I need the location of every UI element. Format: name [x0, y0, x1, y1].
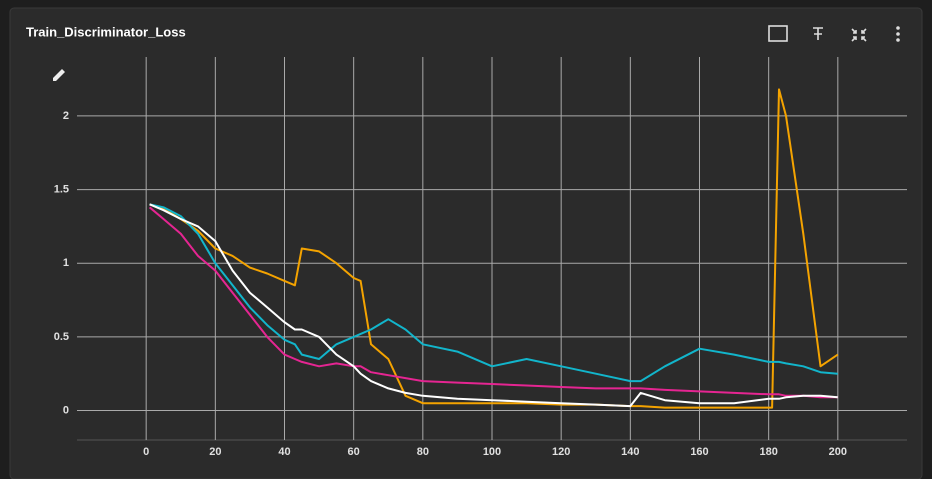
- x-tick-label: 160: [690, 446, 708, 458]
- collapse-icon[interactable]: [851, 28, 867, 42]
- chart-title: Train_Discriminator_Loss: [26, 24, 186, 39]
- pin-icon[interactable]: [813, 27, 823, 40]
- edit-icon[interactable]: [53, 69, 65, 81]
- fit-icon[interactable]: [768, 25, 788, 42]
- x-tick-label: 0: [143, 446, 149, 458]
- y-tick-label: 2: [63, 110, 69, 122]
- x-tick-label: 20: [209, 446, 221, 458]
- series-line: [148, 206, 838, 399]
- y-tick-label: 1: [63, 257, 69, 269]
- y-tick-label: 0: [63, 404, 69, 416]
- x-tick-label: 80: [417, 446, 429, 458]
- menu-icon[interactable]: [896, 26, 900, 42]
- x-tick-label: 100: [483, 446, 501, 458]
- card: [9, 7, 923, 479]
- x-tick-label: 60: [348, 446, 360, 458]
- x-tick-label: 180: [759, 446, 777, 458]
- series-line: [149, 203, 838, 408]
- series-line: [149, 88, 839, 409]
- x-tick-label: 40: [278, 446, 290, 458]
- y-tick-label: 1.5: [54, 183, 69, 195]
- x-tick-label: 140: [621, 446, 639, 458]
- y-tick-label: 0.5: [54, 331, 69, 343]
- series-line: [149, 203, 838, 383]
- x-tick-label: 120: [552, 446, 570, 458]
- x-tick-label: 200: [829, 446, 847, 458]
- toolbar[interactable]: [53, 25, 900, 81]
